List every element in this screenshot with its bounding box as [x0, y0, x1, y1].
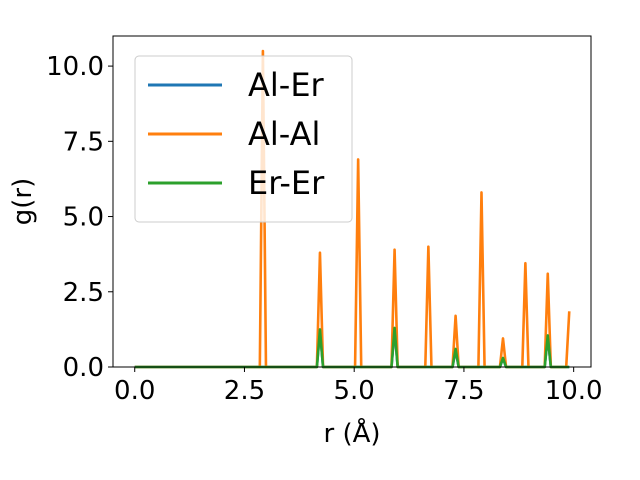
y-tick-label: 0.0 — [63, 353, 104, 383]
x-tick-label: 5.0 — [334, 376, 375, 406]
y-axis-label: g(r) — [8, 178, 38, 225]
x-tick-label: 0.0 — [114, 376, 155, 406]
legend-label-al-er: Al-Er — [248, 66, 325, 104]
y-tick-label: 7.5 — [63, 127, 104, 157]
x-axis-label: r (Å) — [323, 417, 380, 449]
y-axis-ticks: 0.0 2.5 5.0 7.5 10.0 — [46, 52, 113, 383]
x-tick-label: 10.0 — [545, 376, 603, 406]
series-line-er-er — [134, 326, 570, 369]
legend-label-al-al: Al-Al — [248, 115, 320, 153]
x-tick-label: 7.5 — [443, 376, 484, 406]
y-tick-label: 5.0 — [63, 203, 104, 233]
y-tick-label: 2.5 — [63, 278, 104, 308]
legend: Al-Er Al-Al Er-Er — [134, 55, 353, 223]
x-tick-label: 2.5 — [224, 376, 265, 406]
y-tick-label: 10.0 — [46, 52, 104, 82]
plot-frame — [112, 35, 592, 368]
x-axis-ticks: 0.0 2.5 5.0 7.5 10.0 — [114, 367, 603, 406]
legend-box — [134, 55, 353, 223]
legend-label-er-er: Er-Er — [248, 164, 325, 202]
